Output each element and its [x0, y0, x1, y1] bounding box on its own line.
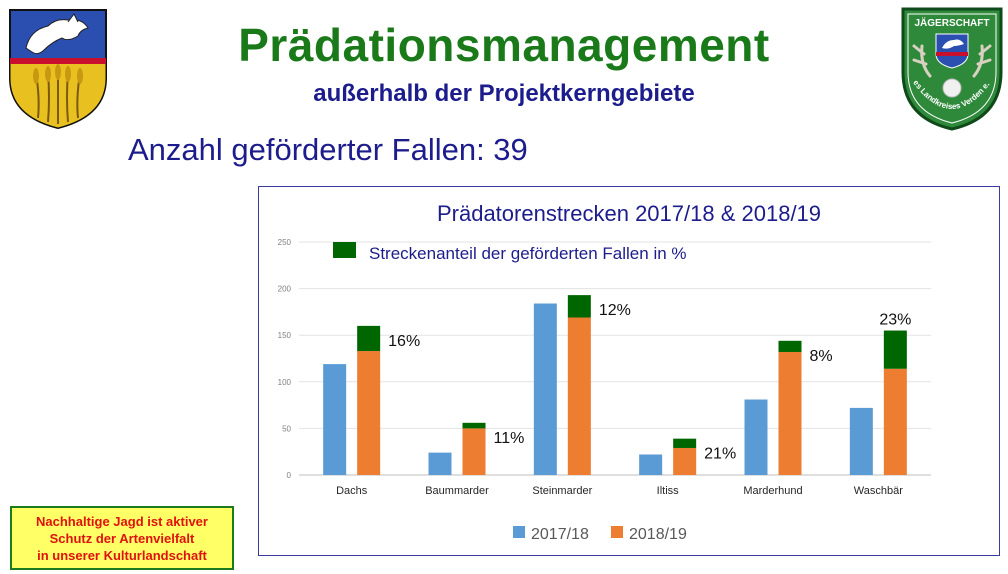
x-category-label: Steinmarder	[532, 485, 592, 497]
page-subtitle: außerhalb der Projektkerngebiete	[313, 80, 695, 107]
chart-title: Prädatorenstrecken 2017/18 & 2018/19	[437, 201, 821, 226]
x-axis-categories: Dachs Baummarder Steinmarder Iltiss Marderhu…	[336, 485, 903, 497]
y-axis-ticks: 0 50 100 150 200 250	[278, 238, 292, 480]
legend-2017: 2017/18	[531, 526, 589, 543]
y-tick-label: 0	[287, 471, 292, 480]
bar-trap-share-0	[357, 325, 381, 352]
bar-2018-0	[357, 351, 381, 475]
page-title: Prädationsmanagement	[238, 19, 770, 71]
legend-swatch-2018	[611, 526, 623, 538]
y-tick-label: 250	[278, 238, 292, 247]
chart-frame: Prädatorenstrecken 2017/18 & 2018/19 0 50…	[258, 186, 1000, 556]
slogan-line: Nachhaltige Jagd ist aktiver	[36, 514, 208, 529]
x-category-label: Iltiss	[657, 485, 680, 497]
y-tick-label: 200	[278, 285, 292, 294]
bar-2017-4	[744, 399, 768, 475]
traps-count-text: Anzahl geförderter Fallen: 39	[128, 132, 528, 167]
bar-trap-share-5	[883, 330, 907, 369]
data-label-0: 16%	[388, 333, 420, 350]
data-label-2: 12%	[599, 302, 631, 319]
bar-2017-5	[849, 407, 873, 475]
data-label-1: 11%	[494, 430, 525, 447]
data-label-3: 21%	[704, 446, 736, 463]
bar-2017-1	[428, 452, 452, 475]
badge-top-text: JÄGERSCHAFT	[914, 16, 989, 29]
bar-2018-3	[673, 447, 697, 475]
x-category-label: Dachs	[336, 485, 368, 497]
data-labels: 16% 11% 12% 21% 8% 23%	[388, 302, 911, 463]
legend-2018: 2018/19	[629, 526, 687, 543]
horse-crest-icon	[9, 9, 107, 130]
x-category-label: Marderhund	[743, 485, 802, 497]
y-tick-label: 150	[278, 331, 292, 340]
bar-trap-share-4	[778, 340, 802, 352]
bar-trap-share-1	[462, 422, 486, 429]
bar-trap-share-2	[567, 295, 591, 318]
data-label-4: 8%	[810, 348, 833, 365]
bar-2018-2	[567, 317, 591, 475]
bar-2017-0	[323, 364, 347, 475]
chart-bars	[323, 295, 907, 475]
x-category-label: Waschbär	[854, 485, 903, 497]
legend-swatch-trap-share	[333, 242, 356, 258]
data-label-5: 23%	[879, 312, 911, 329]
bar-2017-2	[533, 303, 557, 475]
x-category-label: Baummarder	[425, 485, 489, 497]
slogan-box: Nachhaltige Jagd ist aktiver Schutz der …	[10, 506, 234, 570]
slogan-line: in unserer Kulturlandschaft	[37, 548, 207, 563]
bar-trap-share-3	[673, 438, 697, 448]
jaegerschaft-badge-icon: JÄGERSCHAFT des Landkreises Verden e.V.	[900, 6, 1003, 131]
chart-gridlines	[299, 241, 931, 476]
legend-swatch-2017	[513, 526, 525, 538]
y-tick-label: 50	[282, 424, 291, 433]
bar-2018-5	[883, 368, 907, 475]
bar-chart: Prädatorenstrecken 2017/18 & 2018/19 0 50…	[278, 201, 931, 543]
slogan-line: Schutz der Artenvielfalt	[49, 531, 195, 546]
legend-trap-share: Streckenanteil der geförderten Fallen in…	[369, 244, 687, 263]
y-tick-label: 100	[278, 378, 292, 387]
bar-2018-4	[778, 351, 802, 475]
bar-2018-1	[462, 428, 486, 475]
bar-2017-3	[639, 454, 663, 475]
